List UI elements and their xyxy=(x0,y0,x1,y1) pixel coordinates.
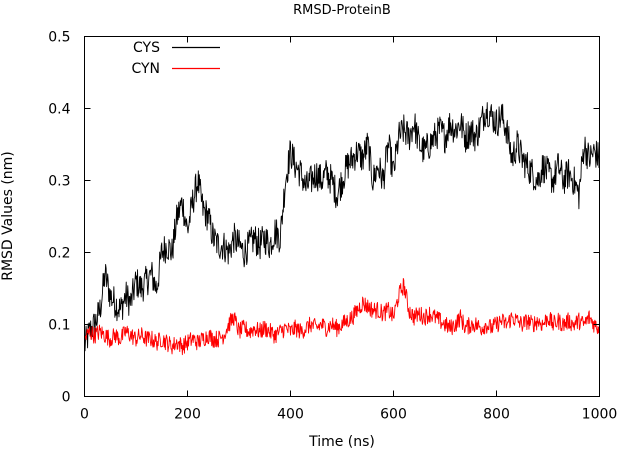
chart-title: RMSD-ProteinB xyxy=(293,3,391,18)
series-line-cys xyxy=(84,102,600,352)
legend: CYS CYN xyxy=(131,40,220,77)
y-axis: 0 0.1 0.2 0.3 0.4 0.5 xyxy=(48,30,600,406)
y-tick-label: 0.2 xyxy=(48,246,70,262)
y-tick-label: 0.4 xyxy=(48,102,70,118)
plot-frame xyxy=(84,36,600,397)
y-tick-label: 0.1 xyxy=(48,318,70,334)
x-tick-label: 200 xyxy=(174,407,201,423)
legend-label-cys: CYS xyxy=(133,40,160,56)
x-tick-label: 0 xyxy=(80,407,89,423)
x-axis-label: Time (ns) xyxy=(308,434,375,450)
y-axis-label: RMSD Values (nm) xyxy=(0,151,16,281)
plot-area xyxy=(84,102,600,356)
x-tick-label: 800 xyxy=(483,407,510,423)
x-tick-label: 600 xyxy=(380,407,407,423)
series-line-cyn xyxy=(84,277,600,356)
x-tick-label: 1000 xyxy=(582,407,618,423)
legend-label-cyn: CYN xyxy=(131,61,160,77)
y-tick-label: 0.5 xyxy=(48,30,70,46)
y-tick-label: 0.3 xyxy=(48,174,70,190)
y-tick-label: 0 xyxy=(62,390,71,406)
x-tick-label: 400 xyxy=(277,407,304,423)
x-axis: 0 200 400 600 800 1000 xyxy=(80,36,618,423)
